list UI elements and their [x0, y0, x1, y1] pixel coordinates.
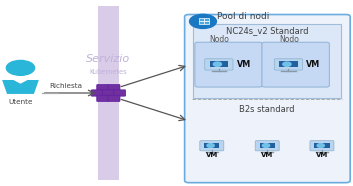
- Bar: [204, 143, 220, 148]
- Text: Nodo: Nodo: [280, 35, 299, 44]
- Text: VM: VM: [237, 60, 251, 69]
- FancyBboxPatch shape: [97, 95, 109, 102]
- FancyBboxPatch shape: [185, 15, 350, 183]
- Text: Nodo: Nodo: [209, 35, 229, 44]
- FancyBboxPatch shape: [274, 59, 303, 70]
- Text: VM: VM: [261, 152, 273, 158]
- Circle shape: [283, 62, 291, 66]
- Circle shape: [207, 144, 214, 147]
- Circle shape: [262, 144, 270, 147]
- Circle shape: [6, 60, 35, 75]
- Text: Pool di nodi: Pool di nodi: [217, 12, 269, 21]
- FancyBboxPatch shape: [193, 24, 341, 98]
- FancyBboxPatch shape: [310, 141, 334, 151]
- FancyBboxPatch shape: [205, 59, 233, 70]
- Bar: [199, 21, 204, 24]
- Text: B2s standard: B2s standard: [239, 105, 295, 114]
- FancyBboxPatch shape: [97, 84, 109, 91]
- Text: VM: VM: [206, 152, 218, 158]
- FancyBboxPatch shape: [108, 95, 120, 102]
- Bar: [204, 18, 209, 21]
- Bar: [199, 18, 204, 21]
- FancyBboxPatch shape: [262, 42, 329, 87]
- FancyBboxPatch shape: [91, 90, 103, 96]
- Text: Servizio: Servizio: [86, 54, 130, 64]
- Bar: [279, 61, 298, 68]
- Bar: [98, 6, 119, 180]
- Text: VM: VM: [316, 152, 328, 158]
- Text: Kubernetes: Kubernetes: [90, 69, 127, 75]
- Bar: [259, 143, 275, 148]
- Circle shape: [317, 144, 324, 147]
- Circle shape: [190, 14, 216, 28]
- Polygon shape: [2, 80, 39, 94]
- Text: Utente: Utente: [8, 99, 33, 105]
- Text: Richiesta: Richiesta: [49, 83, 82, 89]
- FancyBboxPatch shape: [200, 141, 224, 151]
- FancyBboxPatch shape: [195, 42, 262, 87]
- Text: NC24s_v2 Standard: NC24s_v2 Standard: [226, 26, 309, 35]
- FancyBboxPatch shape: [114, 90, 126, 96]
- Bar: [210, 61, 228, 68]
- FancyBboxPatch shape: [108, 84, 120, 91]
- Polygon shape: [13, 80, 28, 84]
- Circle shape: [213, 62, 221, 66]
- Text: VM: VM: [306, 60, 321, 69]
- Bar: [204, 21, 209, 24]
- Bar: [314, 143, 330, 148]
- FancyBboxPatch shape: [102, 90, 114, 96]
- FancyBboxPatch shape: [255, 141, 279, 151]
